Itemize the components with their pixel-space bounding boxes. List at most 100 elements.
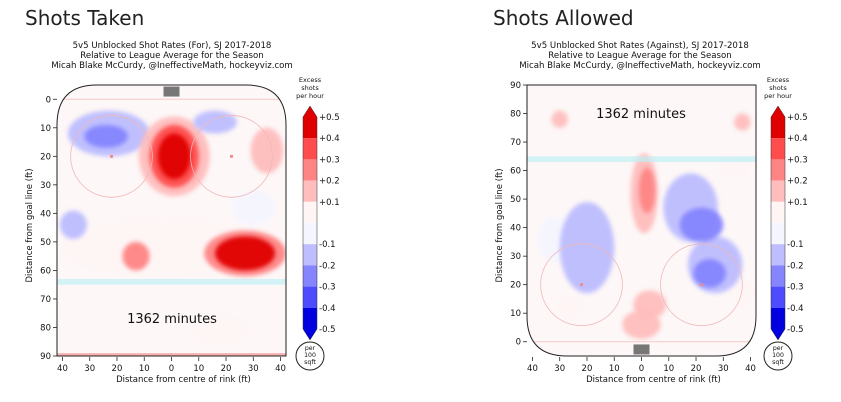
x-tick-label: 10 [609, 364, 620, 374]
heat-blob [59, 210, 87, 240]
colorbar-segment [303, 117, 317, 139]
y-tick-label: 0 [46, 95, 51, 105]
colorbar-label: -0.5 [787, 325, 804, 335]
colorbar-segment [303, 307, 317, 329]
heat-blob [231, 190, 276, 225]
chart-panel-shots-taken: 5v5 Unblocked Shot Rates (For), SJ 2017-… [25, 41, 340, 385]
faceoff-dot [579, 283, 584, 287]
blue-line [527, 156, 756, 163]
colorbar-segment [303, 265, 317, 287]
unit-badge-text: 100 [772, 352, 784, 359]
chart-title-line: 5v5 Unblocked Shot Rates (Against), SJ 2… [531, 41, 749, 51]
unit-badge-text: sqft [304, 359, 316, 366]
colorbar-top-arrow [771, 106, 785, 117]
chart-title-line: Relative to League Average for the Seaso… [548, 51, 731, 61]
x-tick-label: 20 [112, 364, 123, 374]
x-tick-label: 20 [582, 364, 593, 374]
colorbar-label: +0.5 [319, 113, 340, 123]
unit-badge-text: per [773, 345, 784, 352]
x-tick-label: 30 [718, 364, 729, 374]
heat-blob [622, 310, 661, 339]
y-tick-label: 20 [510, 281, 521, 291]
heat-blob [157, 133, 191, 180]
y-tick-label: 80 [40, 323, 51, 333]
colorbar-segment [303, 223, 317, 245]
colorbar-title-line: shots [301, 84, 319, 92]
colorbar-segment [771, 117, 785, 139]
panel-heading-shots-taken: Shots Taken [25, 6, 145, 30]
chart-title-line: Relative to League Average for the Seaso… [80, 51, 263, 61]
colorbar-title-line: Excess [767, 76, 790, 84]
colorbar-title-line: Excess [299, 76, 322, 84]
colorbar-label: +0.1 [787, 198, 808, 208]
x-tick-label: 40 [745, 364, 756, 374]
y-tick-label: 10 [40, 124, 51, 134]
unit-badge [763, 341, 793, 371]
chart-panel-shots-allowed: 5v5 Unblocked Shot Rates (Against), SJ 2… [495, 41, 808, 385]
colorbar-label: +0.1 [319, 198, 340, 208]
heat-blob [215, 236, 276, 271]
rink-border [56, 84, 287, 357]
colorbar-label: -0.2 [787, 261, 804, 271]
heat-blob [193, 316, 248, 345]
goal-net [633, 344, 650, 355]
unit-badge [295, 341, 325, 371]
colorbar-label: -0.2 [319, 261, 336, 271]
colorbar-segment [303, 180, 317, 202]
heatmap-area [57, 85, 286, 356]
colorbar-segment [303, 244, 317, 266]
y-tick-label: 50 [40, 238, 51, 248]
colorbar-label: +0.3 [787, 155, 808, 165]
colorbar-label: -0.4 [787, 304, 804, 314]
blue-line [57, 278, 286, 285]
y-tick-label: 60 [510, 167, 521, 177]
x-tick-label: 0 [639, 364, 644, 374]
colorbar-outline [302, 105, 318, 341]
y-tick-label: 0 [516, 338, 521, 348]
x-tick-label: 40 [527, 364, 538, 374]
colorbar-title-line: shots [769, 84, 787, 92]
faceoff-circle [540, 243, 623, 326]
colorbar-title-line: per hour [296, 92, 324, 100]
unit-badge-text: 100 [304, 352, 316, 359]
colorbar-top-arrow [303, 106, 317, 117]
colorbar-segment [771, 180, 785, 202]
chart-title-line: Micah Blake McCurdy, @IneffectiveMath, h… [51, 61, 293, 71]
colorbar-label: +0.5 [787, 113, 808, 123]
heat-blob [734, 113, 751, 131]
x-tick-label: 30 [84, 364, 95, 374]
colorbar-segment [771, 307, 785, 329]
y-tick-label: 20 [40, 152, 51, 162]
colorbar-label: +0.2 [319, 177, 340, 187]
minutes-annotation: 1362 minutes [596, 107, 686, 122]
colorbar-segment [771, 223, 785, 245]
y-tick-label: 10 [510, 309, 521, 319]
y-tick-label: 60 [40, 266, 51, 276]
colorbar-outline [770, 105, 786, 341]
heat-blob [551, 110, 568, 128]
colorbar-segment [771, 201, 785, 223]
colorbar-label: -0.3 [787, 283, 804, 293]
y-tick-label: 30 [40, 181, 51, 191]
faceoff-dot [699, 283, 704, 287]
colorbar-label: +0.4 [787, 134, 808, 144]
faceoff-circle [190, 115, 273, 198]
colorbar-label: -0.3 [319, 283, 336, 293]
x-tick-label: 10 [193, 364, 204, 374]
red-line [57, 353, 286, 356]
heat-blob [559, 298, 582, 317]
x-tick-label: 10 [663, 364, 674, 374]
y-tick-label: 90 [40, 352, 51, 362]
rink-border [526, 84, 757, 357]
colorbar-label: -0.4 [319, 304, 336, 314]
x-tick-label: 30 [554, 364, 565, 374]
colorbar-segment [303, 159, 317, 181]
faceoff-dot [229, 154, 234, 158]
heat-blob [84, 124, 128, 148]
heat-blob [693, 259, 727, 288]
y-axis-label: Distance from goal line (ft) [495, 168, 505, 282]
colorbar-segment [303, 201, 317, 223]
y-tick-label: 30 [510, 252, 521, 262]
